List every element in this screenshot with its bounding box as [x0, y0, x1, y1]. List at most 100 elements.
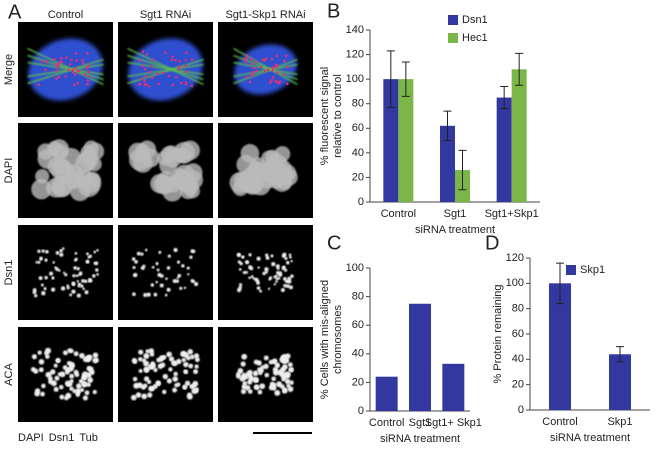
kinetochore	[250, 62, 254, 66]
micrograph	[18, 327, 113, 422]
kinetochore	[151, 58, 155, 61]
spot	[264, 372, 270, 378]
spot	[186, 393, 193, 400]
spot	[83, 279, 88, 284]
spot	[187, 273, 190, 276]
spot	[167, 254, 171, 258]
spot	[143, 383, 148, 388]
spot	[86, 252, 89, 256]
kinetochore	[85, 66, 89, 70]
spot	[277, 369, 284, 376]
spot	[284, 256, 288, 261]
spot	[62, 365, 68, 370]
x-tick-label: Skp1	[607, 416, 632, 428]
error-bar	[443, 110, 452, 142]
bar	[398, 79, 414, 202]
spot	[162, 389, 167, 395]
error-bar	[616, 346, 624, 363]
spot	[146, 292, 151, 297]
kinetochore	[150, 64, 153, 68]
spot	[241, 255, 245, 259]
spot	[284, 373, 291, 379]
spot	[271, 385, 277, 391]
micrograph-content	[235, 353, 294, 396]
spot	[285, 284, 290, 289]
spot	[143, 353, 150, 360]
spot	[263, 363, 269, 370]
kinetochore	[261, 58, 265, 62]
spot	[275, 274, 278, 278]
spot	[166, 351, 172, 358]
kinetochore	[72, 83, 76, 87]
kinetochore	[86, 79, 90, 82]
kinetochore	[60, 57, 63, 60]
kinetochore	[245, 54, 249, 57]
spot	[255, 279, 260, 283]
spot	[159, 274, 164, 278]
spot	[179, 286, 183, 290]
bar	[549, 283, 571, 410]
kinetochore	[64, 56, 68, 59]
spot	[288, 285, 293, 290]
spot	[288, 367, 294, 373]
chromosome	[52, 177, 72, 197]
spot	[168, 367, 173, 372]
micrograph-content	[128, 140, 204, 202]
legend-text: Dsn1	[49, 432, 75, 444]
spot	[136, 251, 141, 256]
y-axis-label: relative to control	[332, 74, 344, 158]
spot	[151, 265, 155, 269]
spot	[69, 378, 74, 384]
micrograph-content	[32, 247, 99, 298]
kinetochore	[185, 51, 188, 55]
bar	[383, 79, 399, 202]
error-bar	[401, 61, 410, 97]
kinetochore	[275, 54, 279, 58]
spot	[247, 389, 253, 394]
spot	[173, 247, 178, 253]
chromosome	[159, 156, 178, 175]
spot	[37, 350, 42, 355]
spot	[53, 363, 58, 368]
spot	[282, 387, 287, 392]
kinetochore	[157, 82, 161, 85]
bar	[511, 69, 527, 202]
kinetochore	[140, 77, 143, 81]
kinetochore	[77, 69, 81, 73]
spot	[193, 369, 199, 375]
kinetochore	[147, 85, 151, 88]
spot	[39, 257, 43, 261]
micrograph-content	[236, 252, 294, 293]
spot	[181, 350, 187, 357]
spot	[288, 255, 292, 259]
kinetochore	[178, 65, 181, 68]
panel-label: D	[485, 232, 499, 254]
spot	[48, 379, 54, 385]
kinetochore	[264, 57, 268, 60]
chromosome	[261, 150, 277, 167]
spot	[282, 265, 286, 269]
row-label: DAPI	[3, 158, 15, 184]
kinetochore	[87, 70, 91, 73]
spot	[265, 253, 269, 257]
spot	[87, 354, 93, 360]
spot	[55, 251, 60, 255]
legend-swatch	[566, 265, 576, 275]
y-tick-label: 100	[346, 262, 364, 274]
spot	[270, 254, 274, 258]
kinetochore	[270, 78, 273, 82]
spot	[81, 374, 88, 381]
spot	[153, 292, 158, 297]
spot	[59, 252, 64, 257]
spot	[144, 248, 148, 252]
spot	[49, 271, 54, 276]
x-tick-label: Control	[369, 417, 404, 429]
spot	[276, 267, 280, 271]
kinetochore	[177, 67, 180, 71]
spot	[283, 283, 287, 288]
chromosome	[162, 181, 183, 202]
kinetochore	[170, 58, 174, 62]
spot	[138, 357, 143, 362]
spot	[269, 381, 275, 386]
spot	[82, 287, 85, 291]
